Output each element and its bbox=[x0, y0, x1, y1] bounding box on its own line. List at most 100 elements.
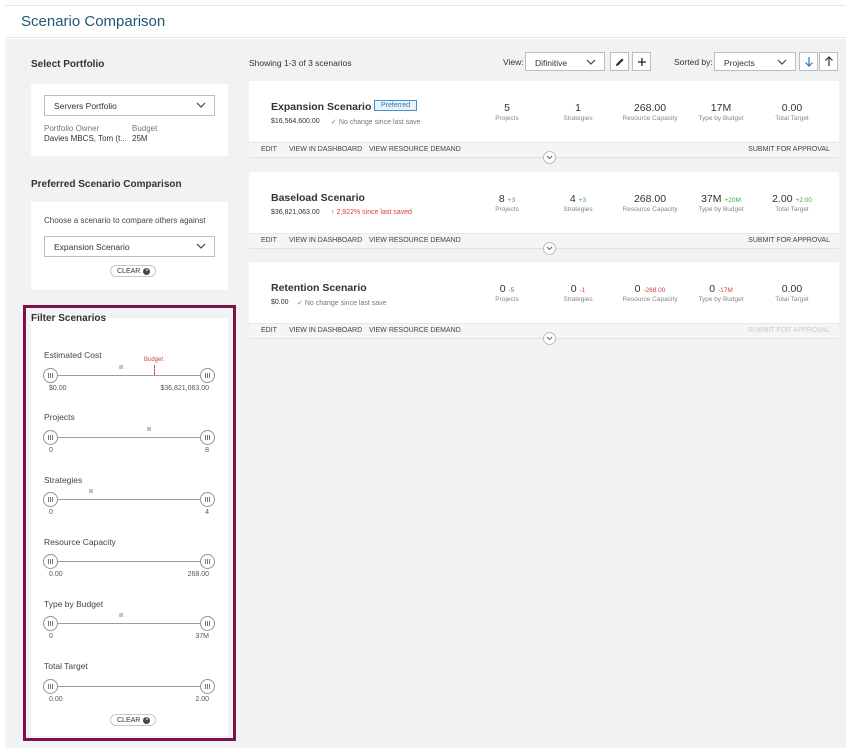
slider-min-handle[interactable] bbox=[43, 430, 58, 445]
budget-value: 25M bbox=[132, 134, 148, 143]
metric-value: 0 bbox=[709, 283, 716, 295]
slider-min-handle[interactable] bbox=[43, 616, 58, 631]
close-icon: × bbox=[143, 717, 151, 724]
edit-link[interactable]: EDIT bbox=[261, 146, 277, 153]
metric-value: 268.00 bbox=[633, 193, 667, 205]
preferred-scenario-select[interactable]: Expansion Scenario bbox=[44, 236, 215, 257]
preferred-badge: Preferred bbox=[374, 100, 418, 111]
filter-min-value: $0.00 bbox=[49, 385, 67, 392]
slider-min-handle[interactable] bbox=[43, 492, 58, 507]
view-resource-demand-link[interactable]: VIEW RESOURCE DEMAND bbox=[369, 237, 461, 244]
slider-max-handle[interactable] bbox=[200, 616, 215, 631]
metric-label: Total Target bbox=[775, 206, 809, 213]
metric-label: Strategies bbox=[563, 115, 593, 122]
metric-delta: +3 bbox=[507, 197, 516, 204]
scenario-name[interactable]: Retention Scenario bbox=[271, 282, 367, 294]
scenario-card: Retention Scenario $0.00 ✓ No change sin… bbox=[249, 262, 839, 345]
metric-value: 268.00 bbox=[633, 102, 667, 114]
checkmark-icon: ✓ bbox=[297, 300, 303, 307]
metric-total-target: 2.00 +2.00 Total Target bbox=[752, 193, 832, 213]
scenario-card: Expansion Scenario Preferred $16,564,600… bbox=[249, 81, 839, 164]
projects-slider[interactable] bbox=[43, 427, 215, 446]
metric-resource-capacity: 0 -268.00 Resource Capacity bbox=[610, 283, 690, 303]
filter-estimated-cost-label: Estimated Cost bbox=[44, 350, 102, 360]
showing-count: Showing 1-3 of 3 scenarios bbox=[249, 58, 352, 68]
strategies-slider[interactable] bbox=[43, 489, 215, 508]
view-resource-demand-link[interactable]: VIEW RESOURCE DEMAND bbox=[369, 327, 461, 334]
add-view-button[interactable] bbox=[632, 52, 651, 71]
metric-strategies: 0 -1 Strategies bbox=[538, 283, 618, 303]
filter-min-value: 0 bbox=[49, 509, 53, 516]
metric-value: 37M bbox=[701, 193, 722, 205]
filter-max-value: 2.00 bbox=[195, 696, 209, 703]
type-by-budget-slider[interactable] bbox=[43, 613, 215, 632]
metric-projects: 8 +3 Projects bbox=[467, 193, 547, 213]
metric-value: 0 bbox=[634, 283, 641, 295]
slider-min-handle[interactable] bbox=[43, 368, 58, 383]
view-in-dashboard-link[interactable]: VIEW IN DASHBOARD bbox=[289, 327, 363, 334]
resource-capacity-slider[interactable] bbox=[43, 554, 215, 570]
filters-clear-button[interactable]: CLEAR × bbox=[110, 714, 157, 726]
metric-label: Projects bbox=[495, 206, 519, 213]
filter-resource-capacity-label: Resource Capacity bbox=[44, 537, 116, 547]
scenario-name[interactable]: Expansion Scenario bbox=[271, 101, 372, 113]
slider-max-handle[interactable] bbox=[200, 679, 215, 694]
clear-label: CLEAR bbox=[117, 268, 141, 275]
metric-value-row: 2.00 +2.00 bbox=[752, 193, 832, 205]
slider-max-handle[interactable] bbox=[200, 492, 215, 507]
filter-max-value: $36,821,063.00 bbox=[160, 385, 209, 392]
preferred-prompt: Choose a scenario to compare others agai… bbox=[44, 216, 206, 225]
filter-max-value: 37M bbox=[195, 633, 209, 640]
view-select[interactable]: Difinitive bbox=[525, 52, 605, 71]
metric-label: Type by Budget bbox=[698, 296, 744, 303]
chevron-down-icon bbox=[777, 59, 787, 65]
preferred-clear-button[interactable]: CLEAR × bbox=[110, 265, 157, 277]
portfolio-select[interactable]: Servers Portfolio bbox=[44, 95, 215, 116]
slider-track bbox=[51, 437, 207, 438]
metric-strategies: 4 +3 Strategies bbox=[538, 193, 618, 213]
chevron-down-icon bbox=[546, 246, 553, 251]
submit-for-approval-link[interactable]: SUBMIT FOR APPROVAL bbox=[748, 237, 830, 244]
metric-type-by-budget: 0 -17M Type by Budget bbox=[681, 283, 761, 303]
metric-resource-capacity: 268.00 Resource Capacity bbox=[610, 193, 690, 213]
change-status: ↑ 2,922% since last saved bbox=[331, 209, 412, 216]
preferred-comparison-title: Preferred Scenario Comparison bbox=[31, 179, 182, 190]
metric-value: 0 bbox=[570, 283, 577, 295]
total-target-slider[interactable] bbox=[43, 679, 215, 695]
pencil-icon bbox=[615, 58, 623, 66]
filter-min-value: 0 bbox=[49, 633, 53, 640]
estimated-cost-slider[interactable] bbox=[43, 365, 215, 384]
filter-max-value: 268.00 bbox=[187, 571, 209, 578]
slider-max-handle[interactable] bbox=[200, 368, 215, 383]
slider-max-handle[interactable] bbox=[200, 554, 215, 569]
budget-marker bbox=[154, 365, 155, 375]
slider-min-handle[interactable] bbox=[43, 679, 58, 694]
sort-descending-button[interactable] bbox=[799, 52, 818, 71]
expand-button[interactable] bbox=[543, 151, 556, 164]
edit-link[interactable]: EDIT bbox=[261, 327, 277, 334]
expand-button[interactable] bbox=[543, 332, 556, 345]
scenario-marker bbox=[147, 427, 151, 431]
scenario-marker bbox=[119, 365, 123, 369]
view-in-dashboard-link[interactable]: VIEW IN DASHBOARD bbox=[289, 237, 363, 244]
portfolio-owner-value: Davies MBCS, Tom (t... bbox=[44, 134, 127, 143]
slider-min-handle[interactable] bbox=[43, 554, 58, 569]
filter-highlight-outline bbox=[23, 305, 236, 741]
slider-max-handle[interactable] bbox=[200, 430, 215, 445]
expand-button[interactable] bbox=[543, 242, 556, 255]
metric-delta: -5 bbox=[508, 287, 515, 294]
budget-marker-label: Budget bbox=[144, 357, 164, 363]
view-in-dashboard-link[interactable]: VIEW IN DASHBOARD bbox=[289, 146, 363, 153]
sort-select[interactable]: Projects bbox=[714, 52, 796, 71]
view-resource-demand-link[interactable]: VIEW RESOURCE DEMAND bbox=[369, 146, 461, 153]
preferred-panel: Choose a scenario to compare others agai… bbox=[31, 202, 228, 290]
scenario-name[interactable]: Baseload Scenario bbox=[271, 192, 365, 204]
edit-link[interactable]: EDIT bbox=[261, 237, 277, 244]
edit-view-button[interactable] bbox=[610, 52, 629, 71]
change-status: ✓ No change since last save bbox=[297, 299, 387, 307]
metric-value-row: 0 -17M bbox=[681, 283, 761, 295]
metric-value: 8 bbox=[498, 193, 505, 205]
sort-ascending-button[interactable] bbox=[819, 52, 838, 71]
select-portfolio-title: Select Portfolio bbox=[31, 59, 105, 70]
submit-for-approval-link[interactable]: SUBMIT FOR APPROVAL bbox=[748, 146, 830, 153]
